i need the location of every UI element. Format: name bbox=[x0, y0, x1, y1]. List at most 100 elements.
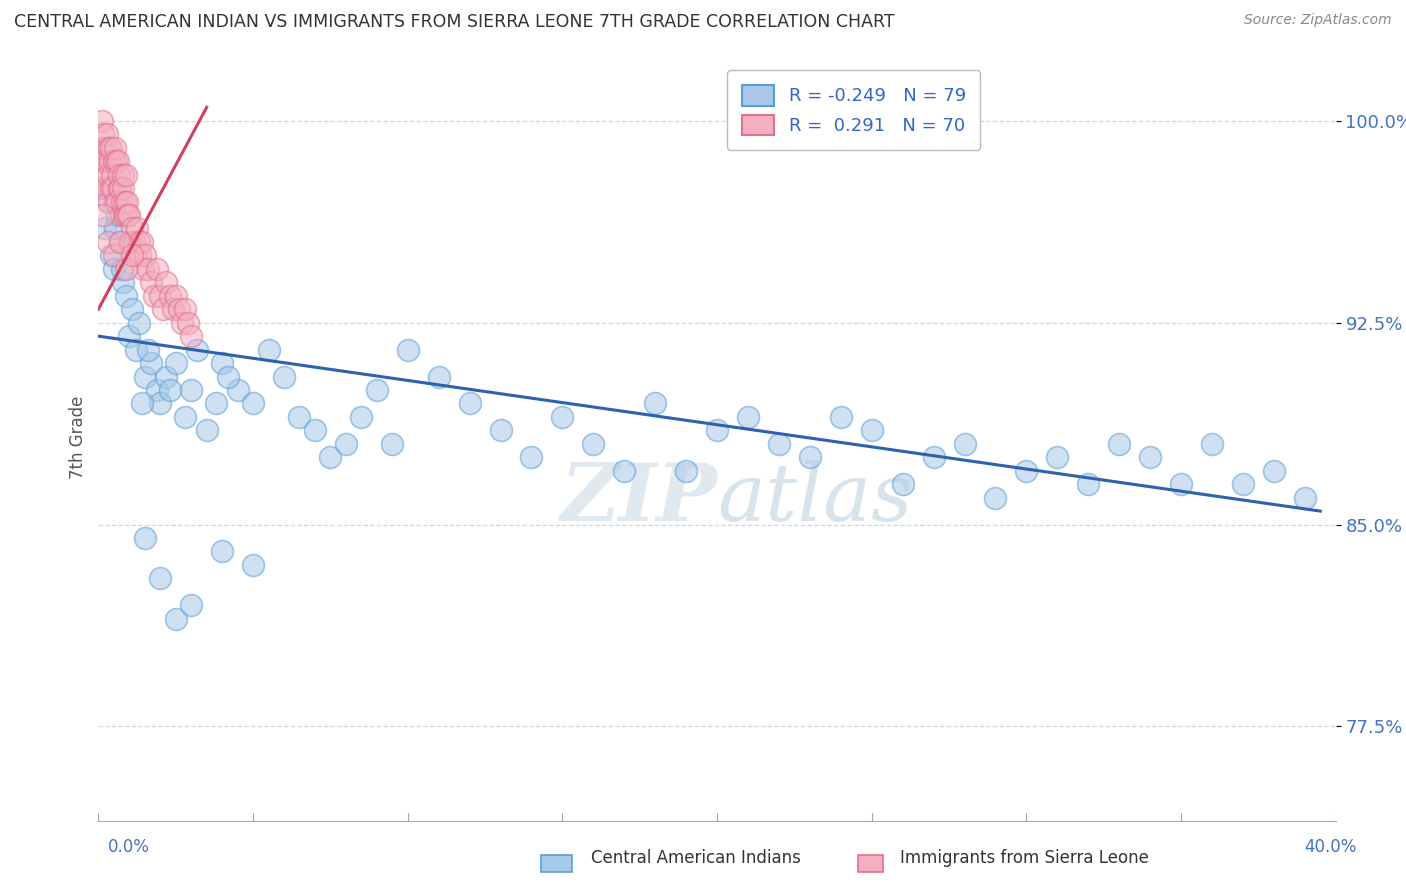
Point bbox=[155, 369, 177, 384]
Point bbox=[124, 248, 146, 262]
Point bbox=[953, 437, 976, 451]
Point bbox=[120, 235, 142, 249]
Point bbox=[217, 369, 239, 384]
Point bbox=[108, 181, 131, 195]
Text: Source: ZipAtlas.com: Source: ZipAtlas.com bbox=[1244, 13, 1392, 28]
Point bbox=[115, 194, 138, 209]
Point bbox=[93, 168, 115, 182]
Point bbox=[103, 154, 125, 169]
Point bbox=[143, 289, 166, 303]
Point bbox=[174, 409, 197, 424]
Point bbox=[97, 235, 120, 249]
Point bbox=[105, 194, 128, 209]
Point bbox=[90, 141, 112, 155]
Point bbox=[520, 450, 543, 465]
Point bbox=[118, 329, 141, 343]
Legend: R = -0.249   N = 79, R =  0.291   N = 70: R = -0.249 N = 79, R = 0.291 N = 70 bbox=[727, 70, 980, 150]
Point bbox=[112, 181, 135, 195]
Point bbox=[1170, 477, 1192, 491]
Point bbox=[242, 396, 264, 410]
Point bbox=[146, 261, 169, 276]
Point bbox=[134, 248, 156, 262]
Point bbox=[165, 612, 187, 626]
Point bbox=[108, 235, 131, 249]
Point bbox=[226, 383, 249, 397]
Point bbox=[737, 409, 759, 424]
Point bbox=[117, 208, 139, 222]
Point bbox=[111, 194, 132, 209]
Point bbox=[112, 275, 135, 289]
Point bbox=[111, 168, 134, 182]
Point bbox=[108, 168, 131, 182]
Point bbox=[152, 302, 174, 317]
Point bbox=[104, 141, 127, 155]
Point bbox=[103, 261, 125, 276]
Point bbox=[675, 464, 697, 478]
Point bbox=[103, 194, 125, 209]
Point bbox=[551, 409, 574, 424]
Point bbox=[165, 356, 187, 370]
Point bbox=[134, 369, 156, 384]
Point bbox=[91, 208, 114, 222]
Point bbox=[94, 154, 117, 169]
Point bbox=[124, 343, 146, 357]
Point bbox=[115, 208, 138, 222]
Point bbox=[103, 181, 125, 195]
Point bbox=[136, 261, 159, 276]
Point bbox=[1201, 437, 1223, 451]
Point bbox=[350, 409, 373, 424]
Point bbox=[1263, 464, 1285, 478]
Point bbox=[91, 113, 114, 128]
Point bbox=[115, 289, 138, 303]
Point bbox=[136, 343, 159, 357]
Point bbox=[134, 531, 156, 545]
Point bbox=[319, 450, 342, 465]
Text: Immigrants from Sierra Leone: Immigrants from Sierra Leone bbox=[900, 849, 1149, 867]
Point bbox=[922, 450, 945, 465]
Point bbox=[91, 128, 114, 142]
Point bbox=[96, 128, 118, 142]
Point bbox=[139, 356, 162, 370]
Point bbox=[180, 329, 202, 343]
Point bbox=[186, 343, 208, 357]
Point bbox=[427, 369, 450, 384]
Point bbox=[799, 450, 821, 465]
Point bbox=[98, 194, 121, 209]
Point bbox=[162, 302, 184, 317]
Point bbox=[335, 437, 357, 451]
Point bbox=[830, 409, 852, 424]
Point bbox=[458, 396, 481, 410]
Point bbox=[122, 235, 145, 249]
Point bbox=[93, 141, 115, 155]
Point bbox=[114, 168, 136, 182]
Point bbox=[1046, 450, 1069, 465]
Point bbox=[89, 181, 111, 195]
Point bbox=[93, 221, 115, 235]
Point bbox=[149, 289, 172, 303]
Point bbox=[139, 275, 162, 289]
Point bbox=[105, 208, 128, 222]
Point bbox=[860, 423, 883, 437]
Point bbox=[121, 248, 143, 262]
Point bbox=[127, 221, 149, 235]
Point bbox=[132, 261, 155, 276]
Point bbox=[121, 221, 143, 235]
Text: atlas: atlas bbox=[717, 459, 912, 537]
Point bbox=[165, 289, 187, 303]
Point bbox=[149, 571, 172, 585]
Point bbox=[110, 208, 132, 222]
Point bbox=[159, 289, 181, 303]
Point bbox=[118, 208, 141, 222]
Point bbox=[170, 316, 193, 330]
Point bbox=[146, 383, 169, 397]
Point bbox=[257, 343, 280, 357]
Point bbox=[111, 261, 132, 276]
Point bbox=[91, 154, 114, 169]
Point bbox=[97, 194, 120, 209]
Point bbox=[131, 235, 153, 249]
Point bbox=[174, 302, 197, 317]
Point bbox=[167, 302, 190, 317]
Point bbox=[149, 396, 172, 410]
Text: CENTRAL AMERICAN INDIAN VS IMMIGRANTS FROM SIERRA LEONE 7TH GRADE CORRELATION CH: CENTRAL AMERICAN INDIAN VS IMMIGRANTS FR… bbox=[14, 13, 894, 31]
Point bbox=[115, 261, 138, 276]
